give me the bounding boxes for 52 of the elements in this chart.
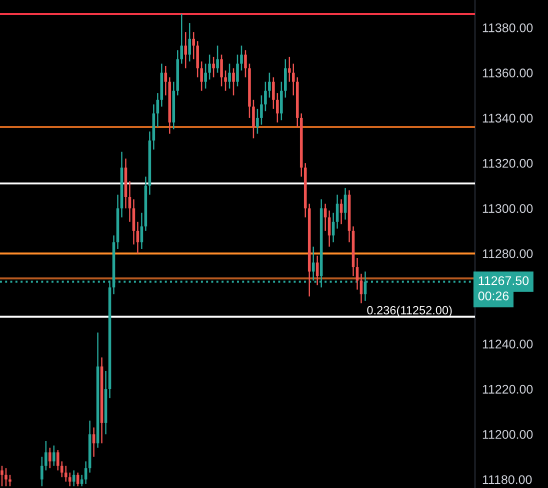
- candlestick: [232, 68, 235, 96]
- candlestick: [68, 472, 72, 487]
- candlestick: [188, 22, 191, 62]
- y-tick-label: 11200.00: [482, 430, 533, 439]
- candlestick: [92, 426, 96, 458]
- candlestick: [272, 76, 275, 110]
- candlestick: [184, 31, 188, 69]
- candlestick: [256, 108, 259, 134]
- candlestick: [244, 50, 247, 78]
- candlestick: [4, 467, 8, 487]
- candlestick: [344, 187, 347, 220]
- y-tick-label: 11300.00: [482, 204, 533, 213]
- y-tick-label: 11380.00: [482, 23, 533, 32]
- candlestick: [128, 180, 132, 222]
- candlestick: [284, 58, 287, 98]
- text: 00:26: [478, 292, 509, 300]
- candlestick: [224, 70, 227, 92]
- candlestick: [280, 81, 283, 121]
- candlestick: [64, 465, 68, 482]
- candlestick: [260, 94, 263, 126]
- candlestick: [240, 45, 243, 72]
- candlestick: [268, 72, 271, 98]
- candlestick: [52, 444, 56, 466]
- candlestick: [288, 56, 291, 82]
- candlestick: [264, 81, 267, 112]
- candlestick: [220, 54, 223, 87]
- candlestick: [84, 460, 88, 485]
- y-tick-label: 11360.00: [482, 68, 533, 78]
- y-tick-label: 11240.00: [482, 340, 533, 349]
- ref-line-label: 11267.50: [478, 276, 529, 286]
- y-tick-label: 11180.00: [482, 475, 532, 484]
- candlestick: [44, 440, 48, 472]
- y-tick-label: 11220.00: [482, 384, 533, 394]
- ref-line-label: 0.236(11252.00): [367, 306, 452, 317]
- candlestick: [0, 465, 4, 487]
- candlestick: [236, 54, 239, 87]
- y-tick-label: 11320.00: [482, 158, 533, 168]
- candlestick: [48, 447, 52, 469]
- candlestick: [196, 40, 199, 78]
- y-tick-label: 11280.00: [482, 249, 533, 258]
- candlestick: [200, 60, 203, 92]
- candlestick: [40, 456, 44, 487]
- candlestick: [252, 99, 255, 139]
- y-tick-label: 11340.00: [482, 114, 533, 123]
- candlestick: [8, 474, 12, 487]
- candlestick: [228, 63, 231, 90]
- candlestick: [216, 45, 219, 74]
- candlestick: [276, 92, 279, 124]
- candlestick: [192, 31, 195, 60]
- candlestick: [212, 56, 215, 78]
- candlestick: [208, 54, 211, 80]
- candlestick: [204, 63, 207, 90]
